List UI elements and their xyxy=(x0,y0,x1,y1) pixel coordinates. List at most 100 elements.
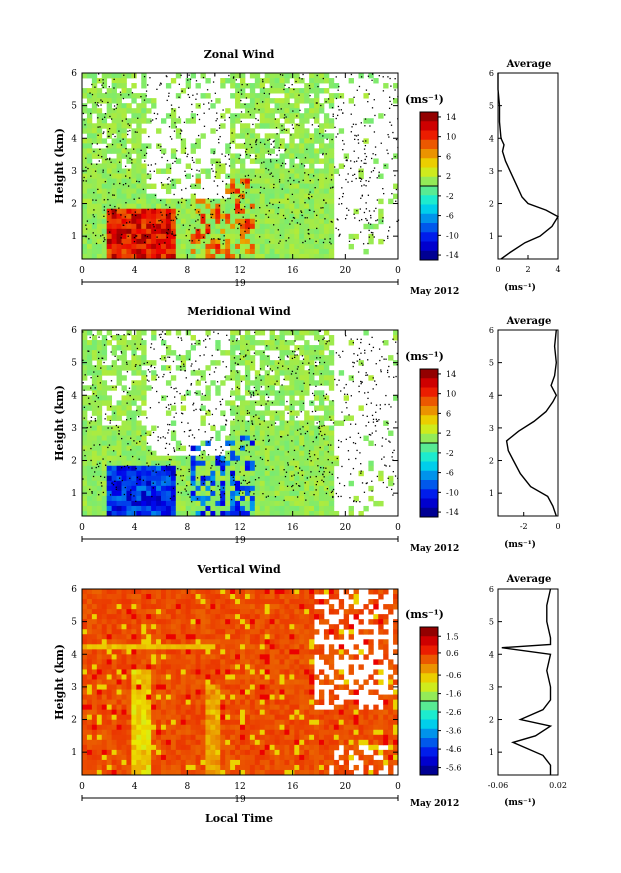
heatmap-cell xyxy=(249,345,256,351)
heatmap-cell xyxy=(289,178,295,184)
contour-dot xyxy=(331,473,333,475)
heatmap-cell xyxy=(126,440,132,447)
heatmap-cell xyxy=(180,208,187,215)
heatmap-cell xyxy=(200,208,206,215)
heatmap-cell xyxy=(264,113,271,119)
contour-dot xyxy=(181,479,184,482)
heatmap-cell xyxy=(230,480,236,487)
heatmap-cell xyxy=(319,103,325,109)
contour-dot xyxy=(362,140,364,142)
heatmap-cell xyxy=(294,93,300,99)
heatmap-cell xyxy=(244,355,251,361)
heatmap-cell xyxy=(96,480,103,487)
heatmap-cell xyxy=(254,183,261,190)
heatmap-cell xyxy=(136,500,142,507)
contour-dot xyxy=(159,437,162,439)
heatmap-cell xyxy=(91,689,98,695)
contour-dot xyxy=(149,170,151,172)
contour-dot xyxy=(107,135,110,138)
heatmap-cell xyxy=(185,330,192,336)
heatmap-cell xyxy=(249,500,256,507)
heatmap-cell xyxy=(284,505,290,512)
heatmap-cell xyxy=(210,500,216,507)
contour-dot xyxy=(365,217,367,220)
colorbar-tick-label: 6 xyxy=(446,152,451,161)
heatmap-cell xyxy=(146,223,152,230)
heatmap-cell xyxy=(111,83,117,89)
heatmap-cell xyxy=(91,83,98,89)
contour-dot xyxy=(322,207,324,209)
contour-dot xyxy=(147,173,149,175)
contour-dot xyxy=(215,449,217,451)
colorbar-swatch xyxy=(420,424,438,435)
contour-dot xyxy=(136,131,138,133)
heatmap-cell xyxy=(165,198,172,205)
heatmap-cell xyxy=(106,223,113,230)
heatmap-cell xyxy=(91,88,98,94)
contour-dot xyxy=(321,434,323,437)
heatmap-cell xyxy=(121,340,127,346)
heatmap-cell xyxy=(269,83,275,89)
heatmap-cell xyxy=(235,390,241,396)
heatmap-cell xyxy=(131,223,137,230)
contour-dot xyxy=(91,491,93,493)
heatmap-cell xyxy=(309,103,315,109)
heatmap-cell xyxy=(294,168,300,174)
contour-dot xyxy=(166,395,168,398)
contour-dot xyxy=(337,105,340,108)
contour-dot xyxy=(122,97,125,100)
heatmap-cell xyxy=(269,183,275,190)
heatmap-cell xyxy=(106,233,113,240)
heatmap-cell xyxy=(96,228,103,235)
contour-dot xyxy=(295,465,297,468)
contour-dot xyxy=(195,80,198,82)
heatmap-cell xyxy=(264,138,271,144)
contour-dot xyxy=(302,426,304,428)
heatmap-cell xyxy=(249,485,256,492)
heatmap-cell xyxy=(319,415,325,421)
contour-dot xyxy=(309,179,311,182)
heatmap-cell xyxy=(294,420,300,426)
heatmap-cell xyxy=(96,485,103,492)
heatmap-cell xyxy=(259,168,266,174)
heatmap-cell xyxy=(289,168,295,174)
heatmap-cell xyxy=(269,505,275,512)
avg-height-tick-label: 4 xyxy=(489,134,494,143)
colorbar-swatch xyxy=(420,433,438,444)
heatmap-cell xyxy=(220,460,226,467)
heatmap-cell xyxy=(269,168,275,174)
heatmap-cell xyxy=(294,218,300,225)
contour-dot xyxy=(303,382,305,384)
contour-dot xyxy=(127,235,129,237)
heatmap-cell xyxy=(82,649,88,655)
contour-dot xyxy=(366,482,368,484)
heatmap-cell xyxy=(274,415,280,421)
contour-dot xyxy=(345,178,347,181)
contour-dot xyxy=(98,79,101,81)
heatmap-cell xyxy=(383,163,389,169)
contour-dot xyxy=(340,203,343,205)
contour-dot xyxy=(102,458,104,460)
heatmap-cell xyxy=(240,143,246,149)
contour-dot xyxy=(341,187,343,189)
contour-dot xyxy=(240,99,242,102)
heatmap-cell xyxy=(136,168,142,174)
heatmap-cell xyxy=(116,148,122,154)
heatmap-cell xyxy=(254,78,261,84)
heatmap-cell xyxy=(348,415,354,421)
heatmap-cell xyxy=(96,375,103,381)
heatmap-cell xyxy=(131,113,137,119)
heatmap-cell xyxy=(165,218,172,225)
contour-dot xyxy=(346,159,348,162)
heatmap-cell xyxy=(230,113,236,119)
contour-dot xyxy=(93,371,95,373)
contour-dot xyxy=(196,477,199,479)
heatmap-cell xyxy=(121,188,127,195)
heatmap-cell xyxy=(274,440,280,447)
contour-dot xyxy=(208,225,210,227)
heatmap-cell xyxy=(91,589,98,595)
contour-dot xyxy=(295,483,298,485)
contour-dot xyxy=(180,130,183,132)
heatmap-cell xyxy=(101,440,108,447)
heatmap-cell xyxy=(205,248,211,255)
